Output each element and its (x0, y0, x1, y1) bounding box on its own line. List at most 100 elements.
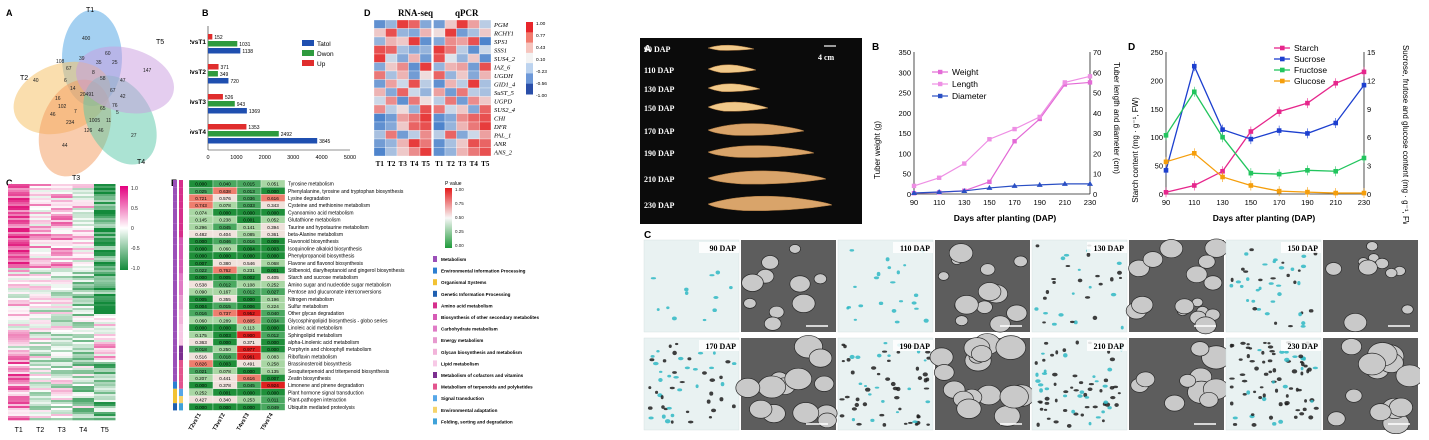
heatmap-c-colorscale (120, 186, 128, 270)
pathway-column-label: T5vsT4 (260, 412, 275, 432)
pathway-name: Brassinosteroid biosynthesis (288, 362, 352, 368)
starch-granule (648, 416, 654, 420)
growth-point (1012, 139, 1017, 144)
heatmap-c-cell (72, 260, 94, 263)
heatmap-c-cell (72, 270, 94, 273)
starch-granule (1038, 401, 1043, 404)
growth-y2-tick: 40 (1093, 109, 1101, 118)
pvalue-text: 0.007 (195, 261, 207, 266)
starch-granule (855, 397, 860, 402)
heatmap-c-cell (29, 358, 51, 361)
starch-granule (687, 420, 694, 424)
heatmap-c-cell (8, 284, 30, 287)
starch-granule (1284, 402, 1289, 406)
heatmap-c-cell (51, 406, 73, 409)
pvalue-text: 0.762 (219, 268, 231, 273)
heatmap-d-colorscale (526, 52, 533, 64)
sem-granule (814, 375, 835, 392)
heatmap-cell (373, 45, 386, 55)
heatmap-c-cell (72, 200, 94, 203)
venn-number: 8 (92, 70, 95, 76)
heatmap-c-cell (51, 400, 73, 403)
heatmap-c-cell (51, 194, 73, 197)
gene-label: IAZ_6 (493, 65, 511, 72)
starch-granule (715, 270, 721, 275)
starch-granule (923, 318, 929, 323)
heatmap-c-cell (94, 390, 116, 393)
heatmap-c-cell (72, 276, 94, 279)
starch-granule (1063, 253, 1070, 257)
category-legend-label: Genetic Information Processing (441, 292, 511, 297)
heatmap-c-cell (8, 318, 30, 321)
sugar-legend-marker (1280, 67, 1285, 73)
heatmap-c-cell (8, 286, 30, 289)
pvalue-text: 0.013 (243, 189, 255, 194)
heatmap-cell (479, 79, 492, 89)
gene-label: PGM (493, 22, 509, 29)
starch-granule (702, 371, 707, 375)
growth-y2-tick: 70 (1093, 48, 1101, 57)
starch-granule (1117, 270, 1122, 275)
heatmap-c-cell (94, 252, 116, 255)
heatmap-c-cell (72, 280, 94, 283)
heatmap-c-cell (72, 296, 94, 299)
starch-granule (1301, 321, 1306, 326)
venn-number: 65 (100, 106, 106, 112)
sem-granule (1135, 371, 1156, 388)
heatmap-c-cell (51, 262, 73, 265)
starch-granule (1110, 396, 1116, 400)
heatmap-c-cell (94, 292, 116, 295)
starch-granule (1044, 396, 1050, 401)
heatmap-d-scale-tick: 1.00 (536, 21, 546, 27)
heatmap-c-cell (51, 360, 73, 363)
heatmap-c-cell (51, 292, 73, 295)
heatmap-c-cell (51, 412, 73, 415)
heatmap-cell (467, 147, 480, 157)
starch-granule (903, 422, 908, 425)
heatmap-c-cell (72, 378, 94, 381)
heatmap-cell (396, 36, 409, 46)
growth-point (936, 188, 943, 194)
heatmap-c-cell (8, 350, 30, 353)
heatmap-cell (467, 62, 480, 72)
pvalue-text: 0.005 (219, 275, 231, 280)
light-micrograph (643, 239, 740, 333)
sem-granule (1203, 275, 1223, 291)
pvalue-text: 0.018 (195, 347, 207, 352)
panel-label-c: C (6, 178, 13, 188)
pvalue-text: 0.207 (195, 376, 207, 381)
sem-granule (980, 263, 996, 276)
heatmap-c-cell (94, 300, 116, 303)
starch-granule (1258, 396, 1263, 400)
sugar-x-tick: 110 (1188, 198, 1200, 207)
starch-granule (1297, 281, 1301, 286)
heatmap-c-cell (51, 348, 73, 351)
heatmap-c-cell (8, 362, 30, 365)
starch-granule (862, 402, 868, 407)
category-bar (173, 230, 177, 238)
pvalue-text: 0.000 (243, 210, 255, 215)
heatmap-c-cell (29, 392, 51, 395)
heatmap-cell (479, 28, 492, 38)
starch-granule (849, 354, 855, 360)
category-bar (173, 187, 177, 195)
starch-granule (1092, 315, 1098, 321)
heatmap-c-cell (51, 218, 73, 221)
heatmap-c-cell (72, 348, 94, 351)
starch-granule (849, 249, 855, 252)
sem-granule (1164, 394, 1185, 412)
category-legend-swatch (433, 348, 437, 355)
category-bar (173, 295, 177, 303)
gene-label: SUS2_4 (494, 107, 516, 114)
pathway-name: Phenylalanine, tyrosine and tryptophan b… (288, 189, 404, 195)
heatmap-c-cell (29, 342, 51, 345)
heatmap-c-cell (8, 396, 30, 399)
heatmap-c-cell (29, 332, 51, 335)
sugar-x-tick: 210 (1329, 198, 1342, 207)
sem-granule (1358, 259, 1378, 276)
starch-granule (1263, 372, 1269, 376)
heatmap-c-cell (51, 244, 73, 247)
light-micrograph (1031, 239, 1128, 333)
sem-granule (971, 345, 993, 363)
bar (208, 131, 279, 137)
